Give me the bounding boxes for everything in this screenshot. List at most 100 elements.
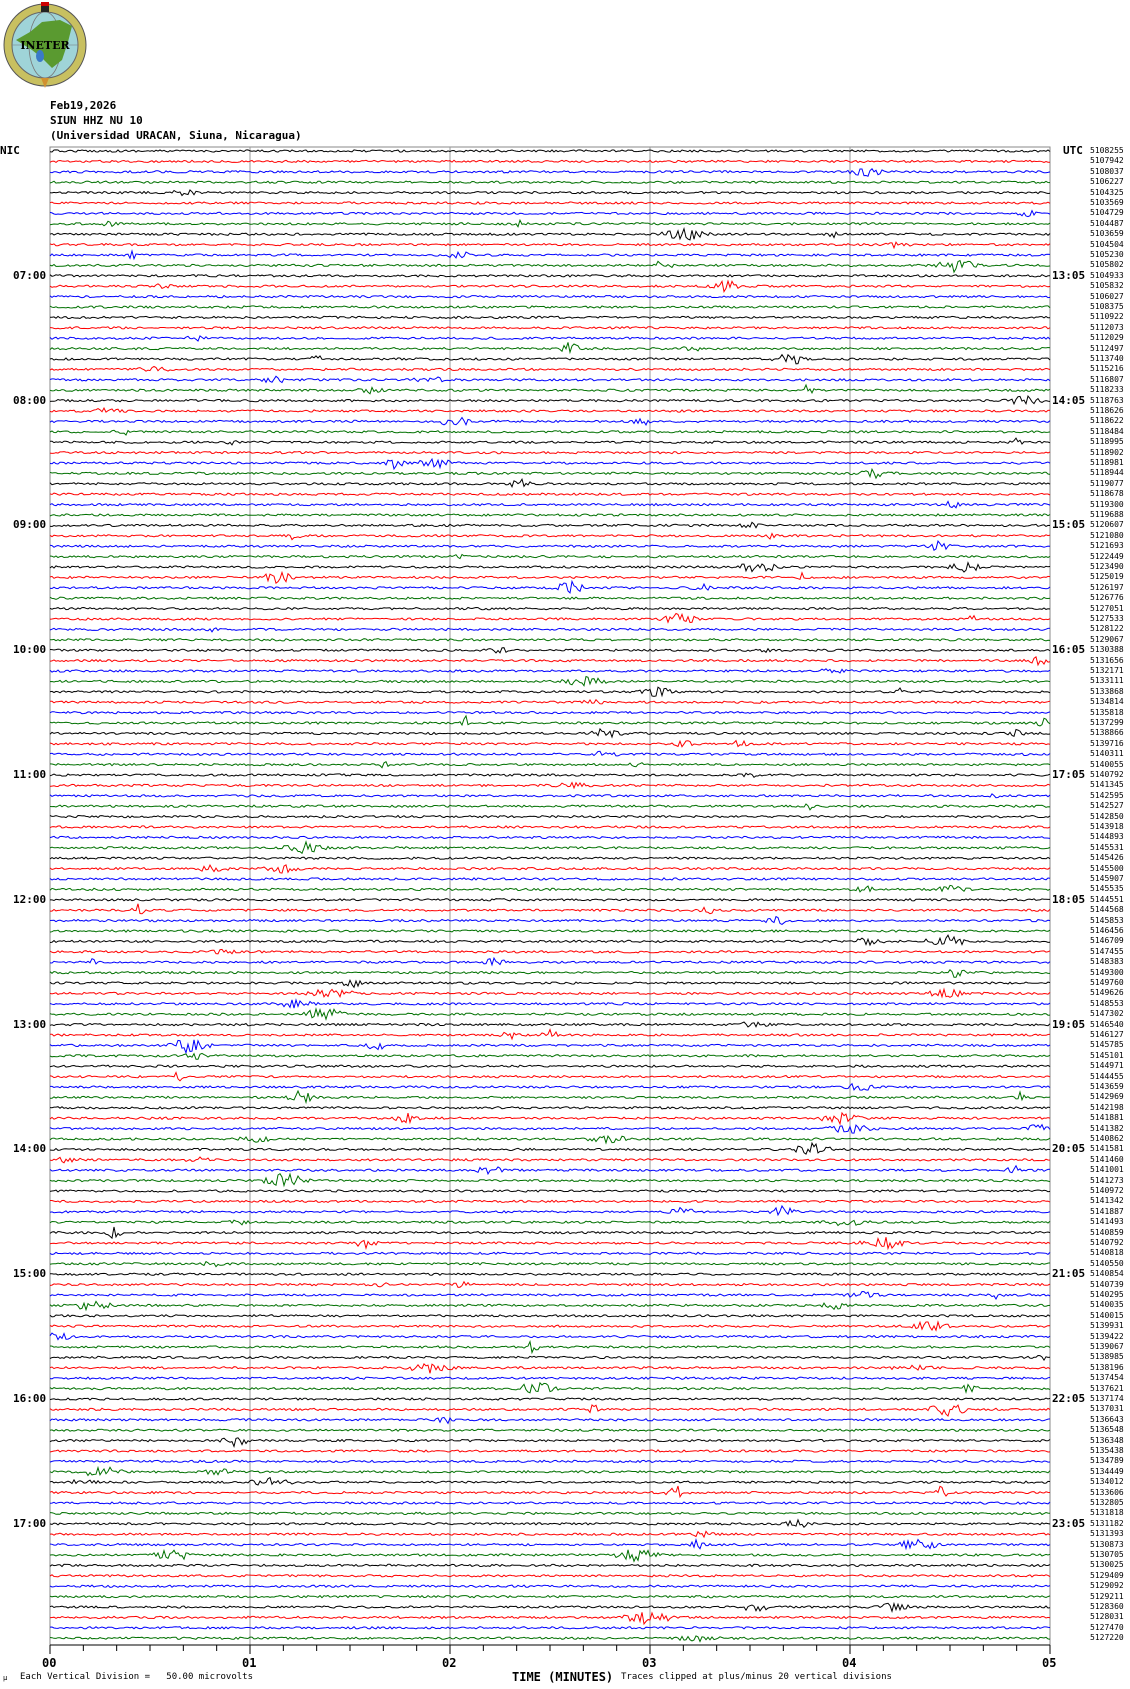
seismic-trace bbox=[49, 1111, 1051, 1126]
row-value: 5140550 bbox=[1090, 1258, 1124, 1268]
row-value: 5123490 bbox=[1090, 562, 1124, 571]
seismic-trace bbox=[49, 1449, 1051, 1453]
row-value: 5145907 bbox=[1090, 874, 1124, 883]
seismic-trace bbox=[49, 1039, 1051, 1055]
nic-time-label: 11:00 bbox=[13, 768, 47, 781]
seismic-trace bbox=[49, 429, 1051, 436]
station-label: SIUN HHZ NU 10 bbox=[50, 114, 143, 127]
seismic-trace bbox=[49, 1635, 1051, 1643]
row-value: 5129211 bbox=[1090, 1591, 1124, 1601]
row-value: 5133606 bbox=[1090, 1487, 1124, 1497]
row-value: 5141460 bbox=[1090, 1154, 1124, 1164]
row-value: 5138196 bbox=[1090, 1362, 1124, 1372]
seismic-trace bbox=[49, 864, 1051, 874]
seismic-trace bbox=[49, 218, 1051, 228]
row-value: 5113740 bbox=[1090, 354, 1124, 363]
x-tick-label: 00 bbox=[42, 1656, 57, 1670]
row-value: 5131656 bbox=[1090, 655, 1124, 665]
seismic-trace bbox=[49, 877, 1051, 881]
seismic-trace bbox=[49, 241, 1051, 250]
row-value: 5118981 bbox=[1090, 458, 1124, 467]
row-value: 5131818 bbox=[1090, 1508, 1124, 1518]
row-value: 5112029 bbox=[1090, 333, 1124, 343]
row-value: 5133868 bbox=[1090, 686, 1124, 696]
x-tick-label: 01 bbox=[242, 1656, 257, 1670]
row-value: 5112073 bbox=[1090, 322, 1124, 332]
seismic-trace bbox=[49, 521, 1051, 529]
row-value: 5131393 bbox=[1090, 1529, 1124, 1539]
seismic-trace bbox=[49, 1465, 1051, 1477]
row-value: 5118678 bbox=[1090, 489, 1124, 499]
seismic-trace bbox=[49, 149, 1051, 153]
row-value: 5145101 bbox=[1090, 1050, 1124, 1060]
seismic-trace bbox=[49, 209, 1051, 218]
seismic-trace bbox=[49, 739, 1051, 748]
seismic-trace bbox=[49, 1611, 1051, 1626]
row-value: 5129092 bbox=[1090, 1581, 1124, 1591]
seismic-trace bbox=[49, 948, 1051, 955]
row-value: 5142198 bbox=[1090, 1102, 1124, 1112]
seismic-trace bbox=[49, 467, 1051, 480]
seismic-trace bbox=[49, 668, 1051, 674]
ineter-logo: INETER bbox=[3, 2, 87, 88]
seismic-trace bbox=[49, 772, 1051, 778]
seismic-trace bbox=[49, 353, 1051, 365]
utc-time-label: 16:05 bbox=[1052, 643, 1086, 657]
row-value: 5141001 bbox=[1090, 1165, 1124, 1175]
seismic-trace bbox=[49, 1251, 1051, 1256]
seismic-trace bbox=[49, 1141, 1051, 1155]
seismic-trace bbox=[49, 969, 1050, 978]
seismic-trace bbox=[49, 1260, 1051, 1268]
row-value: 5120607 bbox=[1090, 520, 1124, 530]
seismic-trace bbox=[49, 395, 1051, 406]
seismic-trace bbox=[49, 1106, 1051, 1110]
seismic-trace bbox=[49, 1428, 1051, 1432]
row-value: 5118622 bbox=[1090, 416, 1124, 426]
seismic-trace bbox=[49, 1028, 1051, 1041]
row-value: 5118484 bbox=[1090, 426, 1124, 436]
row-value: 5146456 bbox=[1090, 926, 1124, 935]
row-value: 5108255 bbox=[1090, 146, 1124, 155]
seismic-trace bbox=[49, 1354, 1051, 1362]
row-value: 5140311 bbox=[1090, 749, 1124, 759]
row-value: 5144893 bbox=[1090, 832, 1124, 842]
seismic-trace bbox=[50, 1199, 1051, 1204]
seismic-trace bbox=[49, 168, 1051, 177]
row-value: 5118626 bbox=[1090, 406, 1124, 415]
row-value: 5137621 bbox=[1090, 1383, 1124, 1393]
seismic-trace bbox=[49, 1381, 1051, 1395]
seismic-trace bbox=[49, 1625, 1051, 1630]
row-value: 5144568 bbox=[1090, 905, 1124, 915]
seismic-trace bbox=[49, 407, 1051, 413]
row-value: 5147302 bbox=[1090, 1009, 1124, 1019]
seismic-trace bbox=[49, 627, 1051, 633]
row-value: 5105832 bbox=[1090, 281, 1124, 291]
utc-time-label: 15:05 bbox=[1052, 518, 1086, 532]
row-value: 5139422 bbox=[1090, 1331, 1124, 1341]
seismic-trace bbox=[49, 305, 1051, 309]
row-value: 5138985 bbox=[1090, 1352, 1124, 1362]
row-value: 5112497 bbox=[1090, 343, 1124, 353]
seismic-trace bbox=[49, 1021, 1051, 1028]
seismic-trace bbox=[50, 1082, 1051, 1091]
seismic-trace bbox=[49, 383, 1051, 395]
seismic-trace bbox=[49, 655, 1051, 667]
seismic-trace bbox=[49, 1437, 1051, 1448]
seismic-trace bbox=[49, 1189, 1051, 1193]
seismic-trace bbox=[49, 553, 1051, 560]
row-value: 5142595 bbox=[1090, 790, 1124, 800]
row-value: 5141273 bbox=[1090, 1175, 1124, 1185]
row-value: 5134814 bbox=[1090, 697, 1124, 707]
row-value: 5141345 bbox=[1090, 780, 1124, 790]
clip-note: Traces clipped at plus/minus 20 vertical… bbox=[621, 1672, 892, 1682]
x-axis-title: TIME (MINUTES) bbox=[512, 1670, 614, 1684]
seismic-trace bbox=[49, 596, 1051, 600]
row-value: 5131182 bbox=[1090, 1518, 1124, 1528]
row-value: 5137454 bbox=[1090, 1373, 1124, 1383]
row-value: 5149626 bbox=[1090, 988, 1124, 998]
location-label: (Universidad URACAN, Siuna, Nicaragua) bbox=[50, 129, 302, 142]
seismic-trace bbox=[49, 781, 1051, 790]
row-value: 5132171 bbox=[1090, 666, 1124, 675]
row-value: 5141342 bbox=[1090, 1196, 1124, 1206]
nic-axis-label: NIC bbox=[0, 144, 20, 157]
